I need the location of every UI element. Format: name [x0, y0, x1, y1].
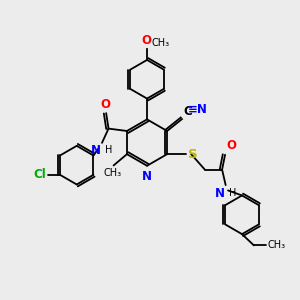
- Text: S: S: [188, 148, 197, 161]
- Text: CH₃: CH₃: [152, 38, 169, 48]
- Text: O: O: [226, 140, 236, 152]
- Text: H: H: [105, 145, 112, 155]
- Text: N: N: [142, 170, 152, 183]
- Text: Cl: Cl: [34, 168, 46, 181]
- Text: N: N: [91, 144, 101, 157]
- Text: O: O: [100, 98, 111, 111]
- Text: O: O: [141, 34, 152, 47]
- Text: H: H: [229, 188, 236, 198]
- Text: CH₃: CH₃: [268, 240, 286, 250]
- Text: C: C: [183, 105, 192, 118]
- Text: ≡N: ≡N: [187, 103, 207, 116]
- Text: N: N: [215, 187, 225, 200]
- Text: CH₃: CH₃: [104, 168, 122, 178]
